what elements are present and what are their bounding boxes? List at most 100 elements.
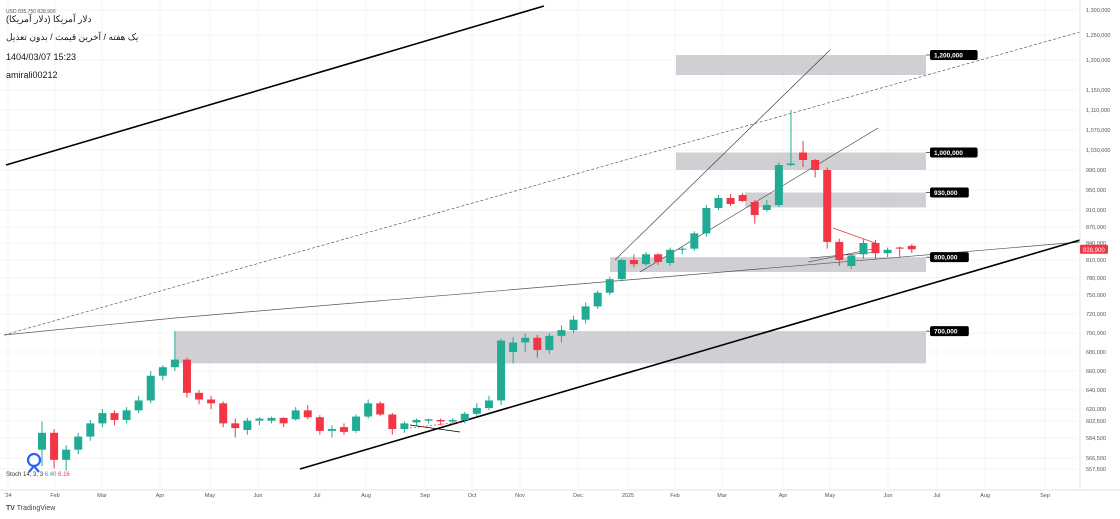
candle[interactable]: [364, 399, 373, 419]
candle[interactable]: [340, 423, 348, 435]
trendline[interactable]: [614, 49, 831, 261]
candle-body: [448, 419, 457, 422]
support-resistance-zones[interactable]: [175, 55, 926, 364]
candle[interactable]: [497, 338, 506, 406]
tradingview-watermark[interactable]: TV TradingView: [6, 505, 55, 512]
candle[interactable]: [690, 231, 699, 251]
candle[interactable]: [738, 193, 747, 202]
candle[interactable]: [255, 417, 264, 426]
candle[interactable]: [835, 238, 844, 266]
candle[interactable]: [521, 333, 530, 352]
candle[interactable]: [762, 200, 771, 212]
candle[interactable]: [533, 334, 542, 358]
candle[interactable]: [750, 200, 759, 224]
trendline[interactable]: [409, 424, 461, 433]
candle[interactable]: [509, 336, 518, 364]
candle[interactable]: [388, 413, 397, 435]
candle[interactable]: [195, 390, 204, 405]
candle[interactable]: [170, 331, 179, 371]
candle-series[interactable]: [38, 110, 916, 471]
candle[interactable]: [327, 425, 336, 438]
trendline[interactable]: [299, 239, 1081, 470]
candle[interactable]: [98, 409, 107, 428]
trendline[interactable]: [639, 127, 879, 273]
candle[interactable]: [811, 159, 820, 178]
candle-body: [460, 413, 469, 420]
time-axis[interactable]: '24 Feb Mar Apr May Jun Jul Aug Sep Oct Nov Dec 2025…: [0, 489, 1120, 499]
trendline[interactable]: [832, 227, 879, 245]
candle[interactable]: [291, 407, 300, 421]
candle[interactable]: [86, 419, 95, 441]
time-tick-label: Jun: [884, 493, 893, 499]
last-price-tag[interactable]: 828,900: [1080, 244, 1108, 254]
candle[interactable]: [907, 244, 916, 254]
candle[interactable]: [617, 258, 626, 282]
candle[interactable]: [110, 410, 119, 426]
price-axis[interactable]: 557,500 566,500 584,500 602,500 620,000 640,0…: [1079, 0, 1110, 490]
candle[interactable]: [726, 194, 735, 206]
candle[interactable]: [557, 325, 566, 343]
candle[interactable]: [629, 254, 638, 268]
candle[interactable]: [376, 401, 385, 416]
candle[interactable]: [714, 195, 723, 210]
candle[interactable]: [678, 246, 687, 255]
candle[interactable]: [786, 110, 795, 166]
zone-rect[interactable]: [676, 55, 926, 75]
candle[interactable]: [182, 357, 191, 398]
candle[interactable]: [605, 276, 614, 295]
trendline[interactable]: [809, 251, 879, 259]
trendline[interactable]: [3, 31, 1081, 336]
candle[interactable]: [484, 395, 493, 411]
candle[interactable]: [315, 415, 324, 435]
candle[interactable]: [666, 247, 675, 266]
candle[interactable]: [436, 418, 445, 426]
trendline[interactable]: [409, 421, 461, 429]
candle[interactable]: [654, 253, 663, 265]
zone-rect[interactable]: [745, 192, 926, 208]
candle[interactable]: [74, 432, 83, 455]
candle[interactable]: [38, 421, 46, 466]
zone-rect[interactable]: [610, 257, 926, 272]
candle[interactable]: [303, 405, 312, 420]
candle[interactable]: [472, 403, 481, 416]
candle[interactable]: [642, 252, 650, 266]
candle[interactable]: [400, 421, 409, 433]
candle[interactable]: [231, 418, 240, 438]
candle[interactable]: [569, 315, 578, 333]
candle[interactable]: [702, 205, 711, 237]
candle[interactable]: [883, 247, 892, 258]
trendlines[interactable]: [3, 5, 1081, 470]
trendline[interactable]: [3, 317, 176, 336]
candle[interactable]: [823, 167, 832, 249]
trendline[interactable]: [5, 5, 545, 166]
candle[interactable]: [847, 254, 856, 269]
candle[interactable]: [134, 395, 143, 414]
candle[interactable]: [448, 417, 457, 425]
stoch-legend[interactable]: Stoch 14, 3, 3 6.40 6.16: [6, 472, 70, 478]
candle[interactable]: [593, 290, 602, 309]
candle[interactable]: [219, 401, 228, 428]
trendline[interactable]: [174, 241, 1081, 319]
candle[interactable]: [122, 407, 131, 424]
candle[interactable]: [799, 141, 808, 167]
candle[interactable]: [545, 333, 554, 354]
candle[interactable]: [352, 414, 361, 433]
candle[interactable]: [50, 429, 59, 469]
candle[interactable]: [146, 371, 155, 404]
zone-rect[interactable]: [676, 152, 926, 171]
candle[interactable]: [895, 246, 904, 258]
candle[interactable]: [243, 417, 252, 435]
candle[interactable]: [62, 445, 71, 471]
candle[interactable]: [279, 417, 288, 428]
candle[interactable]: [871, 239, 880, 259]
candle[interactable]: [460, 411, 469, 424]
candle[interactable]: [774, 162, 783, 208]
candle[interactable]: [412, 418, 421, 426]
candle[interactable]: [158, 365, 167, 381]
candle[interactable]: [267, 416, 276, 424]
candle[interactable]: [207, 395, 216, 409]
candle[interactable]: [859, 238, 868, 259]
candle[interactable]: [581, 302, 590, 324]
candle[interactable]: [424, 418, 433, 424]
